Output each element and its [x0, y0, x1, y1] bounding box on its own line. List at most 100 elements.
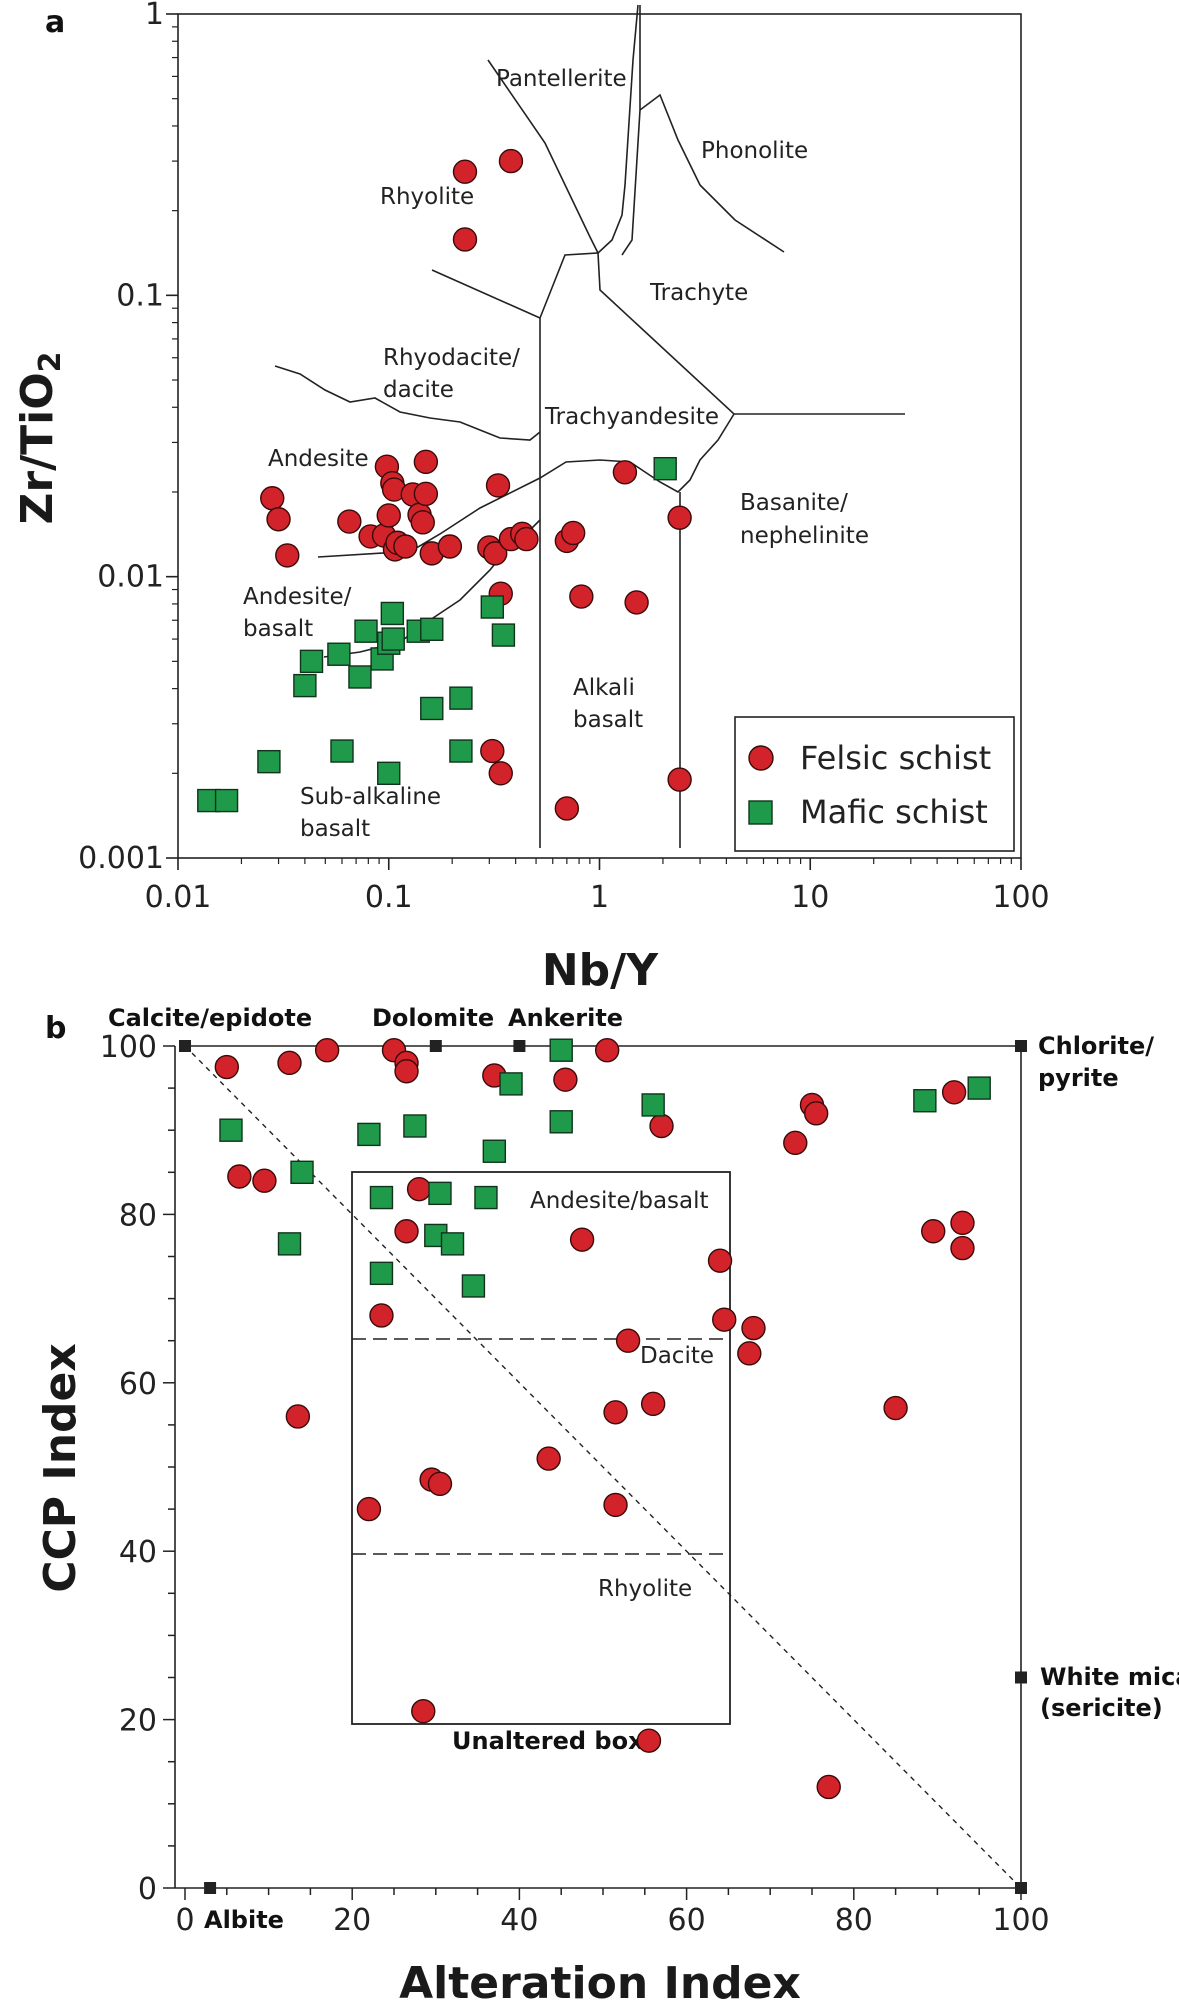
felsic-schist-point	[783, 1130, 808, 1156]
felsic-schist-point	[427, 1471, 453, 1497]
legend-mafic-marker	[748, 800, 773, 825]
x-tick-label: 100	[992, 1903, 1049, 1938]
y-tick-label: 20	[119, 1704, 157, 1739]
mafic-schist-point	[381, 627, 405, 651]
x-tick-label: 10	[791, 880, 829, 915]
felsic-schist-point	[950, 1235, 975, 1261]
boundary-trachyte-base	[539, 252, 905, 415]
felsic-schist-point	[252, 1168, 277, 1193]
panel-b-mineral-points	[179, 1040, 1027, 1894]
mafic-schist-point	[641, 1093, 665, 1117]
field-label-basanite: Basanite/	[740, 490, 848, 516]
mineral-endmember-point	[1015, 1040, 1027, 1052]
mafic-schist-point	[369, 1261, 394, 1286]
field-label-nephelinite: nephelinite	[740, 523, 869, 549]
felsic-schist-point	[227, 1164, 252, 1189]
mafic-schist-point	[449, 686, 473, 710]
felsic-schist-point	[803, 1101, 829, 1126]
felsic-schist-point	[275, 543, 300, 568]
mafic-schist-point	[327, 642, 351, 666]
panel-a-legend: Felsic schist Mafic schist	[734, 716, 1015, 852]
felsic-schist-point	[337, 509, 362, 534]
felsic-schist-point	[883, 1395, 908, 1421]
legend-mafic-label: Mafic schist	[800, 793, 988, 831]
mafic-schist-point	[293, 673, 317, 698]
mineral-label-white-mica: White mica	[1040, 1663, 1179, 1691]
y-tick-label: 0.001	[78, 841, 164, 876]
felsic-schist-point	[376, 503, 401, 528]
felsic-schist-point	[569, 584, 594, 609]
felsic-schist-point	[707, 1248, 733, 1273]
legend-felsic-marker	[748, 745, 774, 771]
panel-b-letter: b	[45, 1011, 66, 1046]
mineral-label-ankerite: Ankerite	[508, 1004, 623, 1032]
felsic-schist-point	[485, 473, 511, 498]
mafic-schist-point	[549, 1110, 573, 1134]
mafic-schist-point	[369, 1185, 394, 1210]
mineral-endmember-point	[179, 1040, 191, 1052]
unaltered-box-title: Unaltered box	[452, 1727, 644, 1755]
x-tick-label: 100	[992, 880, 1049, 915]
mafic-schist-point	[491, 623, 516, 647]
felsic-schist-point	[941, 1080, 967, 1105]
felsic-schist-point	[594, 1038, 620, 1063]
panel-b-y-axis-title: CCP Index	[35, 1343, 86, 1593]
mafic-schist-point	[257, 749, 281, 774]
mafic-schist-point	[420, 696, 444, 721]
box-label-dacite: Dacite	[640, 1343, 714, 1369]
mafic-schist-point	[480, 595, 505, 619]
felsic-schist-point	[411, 1698, 436, 1724]
felsic-schist-point	[314, 1038, 340, 1063]
felsic-schist-point	[260, 486, 285, 511]
mafic-schist-point	[403, 1114, 427, 1138]
mafic-schist-point	[330, 739, 354, 763]
mafic-schist-point	[549, 1038, 573, 1062]
mafic-schist-point	[348, 665, 372, 689]
panel-b: b 0 20 40 60 80 100 0 20 40 60 80 100 Alteration In…	[35, 1004, 1179, 2007]
felsic-schist-point	[624, 590, 649, 615]
panel-b-ticks: 0 20 40 60 80 100 0 20 40 60 80 100	[100, 1030, 1050, 1938]
field-label-alkali: Alkali	[573, 675, 635, 701]
felsic-schist-point	[737, 1341, 762, 1366]
felsic-schist-point	[921, 1219, 946, 1244]
felsic-schist-point	[536, 1446, 561, 1471]
panel-a-x-axis-title: Nb/Y	[542, 945, 659, 996]
felsic-schist-point	[514, 526, 539, 552]
felsic-schist-point	[394, 1059, 419, 1084]
mineral-endmember-point	[1015, 1882, 1027, 1894]
y-tick-label: 1	[145, 0, 164, 32]
felsic-schist-point	[667, 767, 692, 792]
mafic-schist-point	[380, 601, 405, 626]
felsic-schist-point	[480, 738, 505, 764]
panel-a-ticks: 0.01 0.1 1 10 100 0.001 0.01 0.1 1	[78, 0, 1050, 915]
felsic-schist-point	[603, 1492, 628, 1518]
felsic-schist-point	[603, 1400, 628, 1425]
felsic-schist-point	[640, 1391, 666, 1417]
legend-felsic-label: Felsic schist	[800, 739, 991, 777]
felsic-schist-point	[406, 1176, 432, 1202]
unaltered-box	[351, 1171, 731, 1725]
x-tick-label: 40	[500, 1903, 538, 1938]
field-label-phonolite: Phonolite	[701, 138, 808, 164]
field-label-trachyte: Trachyte	[649, 280, 748, 306]
felsic-schist-point	[712, 1307, 737, 1332]
felsic-schist-point	[569, 1227, 595, 1252]
felsic-schist-point	[437, 534, 463, 559]
mafic-schist-point	[474, 1185, 498, 1210]
felsic-schist-point	[741, 1315, 766, 1341]
felsic-schist-point	[667, 505, 692, 530]
field-label-andesite: Andesite	[268, 446, 369, 472]
mineral-label-sericite: (sericite)	[1040, 1694, 1163, 1722]
mineral-endmember-point	[1015, 1671, 1027, 1684]
panel-b-x-axis-title: Alteration Index	[399, 1958, 801, 2007]
panel-a-letter: a	[45, 5, 65, 40]
y-tick-label: 80	[119, 1198, 157, 1233]
mafic-schist-point	[440, 1232, 465, 1256]
felsic-schist-point	[214, 1054, 240, 1080]
mafic-schist-point	[214, 788, 239, 813]
x-tick-label: 20	[333, 1903, 371, 1938]
field-label-andesite-basalt-line2: basalt	[243, 616, 313, 642]
field-label-dacite: dacite	[383, 377, 454, 403]
felsic-schist-point	[393, 534, 418, 559]
y-tick-label: 0	[138, 1872, 157, 1907]
